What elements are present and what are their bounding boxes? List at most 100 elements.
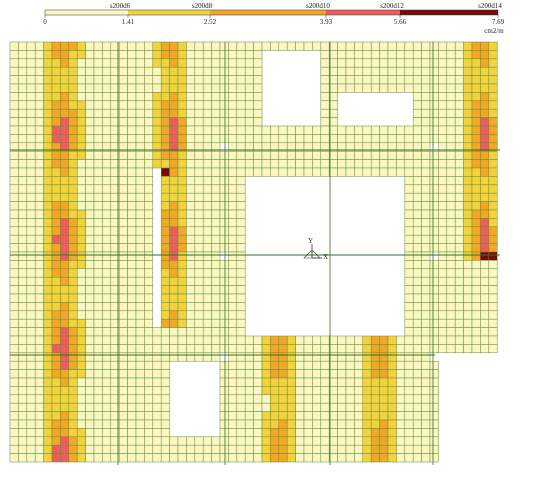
mesh-cell — [463, 234, 473, 244]
mesh-cell — [412, 159, 422, 169]
mesh-cell — [303, 352, 313, 362]
legend-value: 3.93 — [320, 18, 333, 26]
legend-swatch — [45, 10, 128, 15]
mesh-cell — [454, 83, 464, 93]
mesh-cell — [312, 125, 322, 135]
mesh-cell — [488, 310, 498, 320]
mesh-cell — [219, 50, 229, 60]
mesh-cell — [118, 453, 128, 463]
mesh-cell — [127, 134, 137, 144]
mesh-cell — [51, 293, 61, 303]
mesh-cell — [480, 201, 490, 211]
mesh-cell — [211, 159, 221, 169]
mesh-cell — [438, 201, 448, 211]
mesh-cell — [379, 335, 389, 345]
mesh-cell — [370, 167, 380, 177]
mesh-cell — [404, 268, 414, 278]
mesh-cell — [387, 377, 397, 387]
mesh-cell — [480, 293, 490, 303]
mesh-cell — [102, 327, 112, 337]
mesh-cell — [93, 150, 103, 160]
mesh-cell — [93, 108, 103, 118]
mesh-cell — [9, 201, 19, 211]
mesh-cell — [219, 150, 229, 160]
mesh-cell — [60, 444, 70, 454]
mesh-cell — [160, 411, 170, 421]
mesh-cell — [244, 419, 254, 429]
mesh-cell — [211, 327, 221, 337]
mesh-cell — [177, 100, 187, 110]
mesh-cell — [454, 41, 464, 51]
mesh-cell — [34, 411, 44, 421]
mesh-cell — [412, 226, 422, 236]
mesh-cell — [160, 302, 170, 312]
mesh-cell — [85, 444, 95, 454]
mesh-cell — [404, 419, 414, 429]
mesh-cell — [76, 184, 86, 194]
mesh-cell — [85, 58, 95, 68]
mesh-cell — [177, 134, 187, 144]
mesh-cell — [152, 335, 162, 345]
mesh-cell — [270, 167, 280, 177]
mesh-cell — [379, 411, 389, 421]
mesh-cell — [60, 243, 70, 253]
mesh-cell — [68, 276, 78, 286]
mesh-cell — [429, 310, 439, 320]
mesh-cell — [438, 134, 448, 144]
mesh-cell — [404, 428, 414, 438]
mesh-cell — [286, 335, 296, 345]
mesh-cell — [18, 335, 28, 345]
mesh-cell — [463, 125, 473, 135]
mesh-cell — [303, 444, 313, 454]
mesh-cell — [202, 344, 212, 354]
mesh-cell — [278, 453, 288, 463]
mesh-cell — [177, 167, 187, 177]
mesh-cell — [93, 117, 103, 127]
mesh-cell — [379, 428, 389, 438]
mesh-cell — [421, 276, 431, 286]
mesh-cell — [253, 386, 263, 396]
mesh-cell — [211, 352, 221, 362]
mesh-cell — [43, 276, 53, 286]
mesh-cell — [211, 268, 221, 278]
mesh-cell — [219, 92, 229, 102]
mesh-cell — [244, 83, 254, 93]
mesh-cell — [253, 150, 263, 160]
mesh-cell — [144, 310, 154, 320]
mesh-cell — [454, 344, 464, 354]
mesh-cell — [93, 251, 103, 261]
mesh-cell — [228, 134, 238, 144]
mesh-cell — [135, 453, 145, 463]
mesh-cell — [144, 176, 154, 186]
mesh-cell — [370, 41, 380, 51]
mesh-cell — [303, 453, 313, 463]
mesh-cell — [471, 251, 481, 261]
mesh-cell — [429, 436, 439, 446]
mesh-cell — [34, 159, 44, 169]
mesh-cell — [244, 453, 254, 463]
mesh-cell — [160, 41, 170, 51]
mesh-cell — [68, 117, 78, 127]
mesh-cell — [404, 310, 414, 320]
mesh-cell — [169, 75, 179, 85]
mesh-cell — [354, 150, 364, 160]
mesh-cell — [219, 192, 229, 202]
mesh-cell — [463, 117, 473, 127]
mesh-cell — [26, 159, 36, 169]
mesh-cell — [253, 377, 263, 387]
mesh-cell — [26, 344, 36, 354]
mesh-cell — [320, 377, 330, 387]
mesh-cell — [228, 377, 238, 387]
mesh-cell — [438, 243, 448, 253]
mesh-cell — [43, 251, 53, 261]
mesh-cell — [26, 276, 36, 286]
mesh-cell — [337, 83, 347, 93]
mesh-cell — [102, 386, 112, 396]
mesh-cell — [102, 201, 112, 211]
mesh-cell — [68, 402, 78, 412]
mesh-cell — [480, 226, 490, 236]
mesh-cell — [202, 335, 212, 345]
mesh-cell — [228, 50, 238, 60]
mesh-cell — [211, 117, 221, 127]
mesh-cell — [127, 83, 137, 93]
